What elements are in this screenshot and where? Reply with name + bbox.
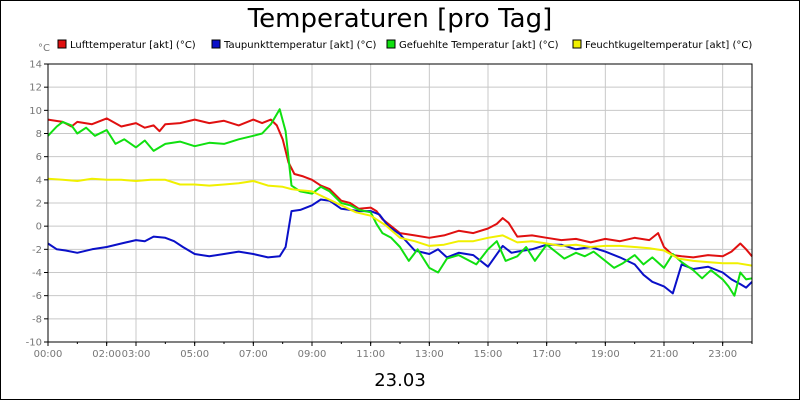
legend-swatch-1 xyxy=(211,39,221,49)
y-tick-label: -4 xyxy=(32,268,42,279)
legend-label-1: Taupunkttemperatur [akt] (°C) xyxy=(223,40,376,51)
legend-swatch-3 xyxy=(572,39,582,49)
legend-swatch-2 xyxy=(386,39,396,49)
x-tick-label: 05:00 xyxy=(180,349,209,360)
x-tick-label: 19:00 xyxy=(591,349,620,360)
y-tick-label: 4 xyxy=(36,175,42,186)
legend-label-3: Feuchtkugeltemperatur [akt] (°C) xyxy=(585,40,752,51)
x-tick-label: 09:00 xyxy=(298,349,327,360)
x-tick-label: 17:00 xyxy=(532,349,561,360)
y-tick-label: 10 xyxy=(29,106,42,117)
y-unit-label: °C xyxy=(38,43,50,54)
legend-swatch-0 xyxy=(57,39,67,49)
x-axis-ticks: 00:00 02:00 03:00 05:00 07:00 09:00 11:00 13:00… xyxy=(34,342,753,360)
legend: Lufttemperatur [akt] (°C) Taupunkttempera… xyxy=(57,39,752,51)
y-tick-label: 6 xyxy=(36,152,42,163)
legend-label-2: Gefuehlte Temperatur [akt] (°C) xyxy=(399,40,559,51)
x-tick-label: 02:00 xyxy=(92,349,121,360)
y-tick-label: 2 xyxy=(36,199,42,210)
y-tick-label: 12 xyxy=(29,83,42,94)
x-axis-label: 23.03 xyxy=(374,370,426,391)
x-tick-label: 15:00 xyxy=(474,349,503,360)
y-tick-label: 0 xyxy=(36,222,42,233)
x-tick-label: 00:00 xyxy=(34,349,63,360)
x-tick-label: 07:00 xyxy=(239,349,268,360)
y-tick-label: -6 xyxy=(32,291,42,302)
y-tick-label: -10 xyxy=(26,338,42,349)
plot-area-border xyxy=(47,63,753,343)
series-line-1 xyxy=(47,198,753,295)
y-tick-label: -8 xyxy=(32,314,42,325)
x-tick-label: 23:00 xyxy=(708,349,737,360)
grid xyxy=(47,63,752,343)
chart-title: Temperaturen [pro Tag] xyxy=(247,4,553,34)
series-lines xyxy=(47,108,753,297)
y-axis-ticks: 14 12 10 8 6 4 2 0 -2 -4 -6 -8 -10 xyxy=(26,60,48,349)
series-line-2 xyxy=(47,108,753,297)
x-tick-label: 03:00 xyxy=(122,349,151,360)
x-tick-label: 13:00 xyxy=(415,349,444,360)
legend-label-0: Lufttemperatur [akt] (°C) xyxy=(70,40,196,51)
y-tick-label: -2 xyxy=(32,245,42,256)
y-tick-label: 14 xyxy=(29,60,42,71)
x-tick-label: 21:00 xyxy=(650,349,679,360)
x-tick-label: 11:00 xyxy=(356,349,385,360)
series-line-3 xyxy=(47,177,753,267)
y-tick-label: 8 xyxy=(36,129,42,140)
